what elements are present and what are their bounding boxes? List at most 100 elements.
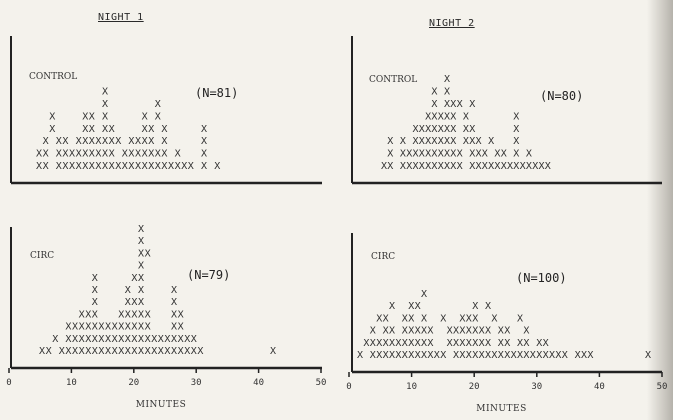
x-mark: X [389, 338, 395, 349]
x-mark: X [36, 161, 42, 172]
x-mark: X [434, 350, 440, 361]
x-mark: X [43, 149, 49, 160]
n-label: (N=79) [187, 268, 230, 282]
x-mark: X [142, 111, 148, 122]
x-mark: X [148, 149, 154, 160]
x-mark: X [82, 161, 88, 172]
x-mark: X [520, 161, 526, 172]
x-mark: X [125, 334, 131, 345]
x-mark: X [395, 350, 401, 361]
x-mark: X [201, 149, 207, 160]
x-mark: X [72, 322, 78, 333]
x-mark: X [138, 297, 144, 308]
x-mark: X [459, 326, 465, 337]
x-mark: X [476, 136, 482, 147]
x-mark: X [79, 346, 85, 357]
x-mark: X [466, 338, 472, 349]
x-mark: X [158, 334, 164, 345]
x-mark: X [488, 161, 494, 172]
group-label: CONTROL [369, 75, 417, 85]
x-mark: X [447, 326, 453, 337]
x-mark: X [425, 136, 431, 147]
x-mark: X [131, 322, 137, 333]
x-mark: X [431, 111, 437, 122]
x-mark: X [450, 111, 456, 122]
x-mark: X [453, 338, 459, 349]
x-axis-title: MINUTES [476, 404, 526, 414]
x-tick-label: 20 [128, 378, 139, 388]
x-mark: X [131, 309, 137, 320]
x-mark: X [109, 124, 115, 135]
x-mark: X [431, 149, 437, 160]
x-mark: X [463, 136, 469, 147]
x-mark: X [135, 149, 141, 160]
x-mark: X [161, 136, 167, 147]
x-mark: X [79, 322, 85, 333]
x-mark: X [171, 346, 177, 357]
panel-night2-circ: CIRC(N=100)X X X X X X X X X X X X X X X X X X X X X X X X X X X X X… [346, 233, 667, 414]
x-mark: X [125, 346, 131, 357]
x-mark: X [89, 136, 95, 147]
x-mark: X [383, 326, 389, 337]
x-mark: X [56, 136, 62, 147]
x-mark: X [92, 285, 98, 296]
x-mark: X [472, 301, 478, 312]
x-mark: X [98, 322, 104, 333]
x-mark: X [270, 346, 276, 357]
x-mark: X [43, 136, 49, 147]
x-mark: X [488, 136, 494, 147]
x-mark: X [431, 161, 437, 172]
x-mark: X [178, 346, 184, 357]
x-mark: X [118, 322, 124, 333]
x-mark: X [181, 161, 187, 172]
x-mark: X [526, 149, 532, 160]
x-mark: X [178, 334, 184, 345]
x-mark: X [138, 334, 144, 345]
x-mark: X [387, 136, 393, 147]
x-mark: X [387, 149, 393, 160]
x-mark: X [102, 111, 108, 122]
x-mark: X [427, 338, 433, 349]
x-mark: X [413, 124, 419, 135]
x-mark: X [545, 161, 551, 172]
x-mark: X [142, 136, 148, 147]
x-mark: X [562, 350, 568, 361]
x-mark: X [72, 334, 78, 345]
x-mark: X [105, 346, 111, 357]
x-mark: X [517, 338, 523, 349]
x-mark: X [450, 161, 456, 172]
x-mark: X [191, 334, 197, 345]
x-mark: X [145, 309, 151, 320]
x-mark: X [466, 326, 472, 337]
x-mark: X [389, 301, 395, 312]
x-mark: X [76, 149, 82, 160]
x-mark: X [504, 338, 510, 349]
x-mark: X [201, 124, 207, 135]
x-mark: X [476, 149, 482, 160]
x-mark: X [381, 161, 387, 172]
x-mark: X [112, 322, 118, 333]
x-mark: X [145, 322, 151, 333]
x-mark: X [98, 334, 104, 345]
x-mark: X [482, 161, 488, 172]
x-mark: X [438, 124, 444, 135]
x-mark: X [138, 248, 144, 259]
panel-night1-control: CONTROL(N=81)X X X X X X X X X X X X X X X X X X X X X X X X XX X… [10, 36, 322, 185]
x-mark: X [440, 350, 446, 361]
x-mark: X [155, 149, 161, 160]
x-mark: X [523, 338, 529, 349]
x-mark: X [138, 322, 144, 333]
x-mark: X [92, 322, 98, 333]
x-mark: X [507, 161, 513, 172]
x-mark: X [125, 285, 131, 296]
x-mark: X [112, 334, 118, 345]
x-axis-title: MINUTES [136, 400, 186, 410]
x-mark: X [125, 297, 131, 308]
x-mark: X [178, 322, 184, 333]
x-mark: X [479, 326, 485, 337]
x-mark: X [138, 285, 144, 296]
x-mark: X [459, 313, 465, 324]
x-mark: X [421, 289, 427, 300]
x-mark: X [79, 334, 85, 345]
x-mark: X [457, 149, 463, 160]
